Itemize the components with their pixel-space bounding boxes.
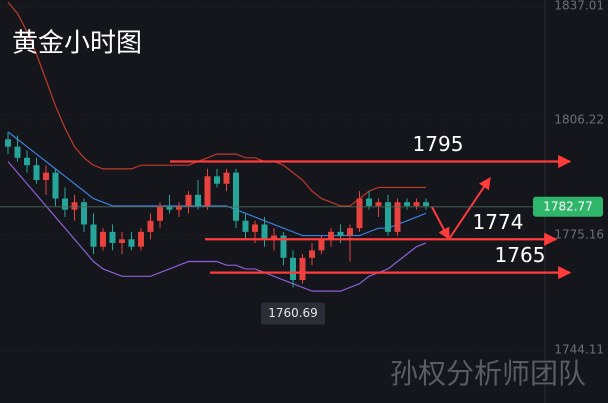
candle-body [347,228,353,236]
candle-body [62,198,68,210]
last-price-label: 1782.77 [543,199,593,213]
band-line [7,161,427,292]
candle-body [271,235,277,240]
candle-body [337,231,344,236]
level-label: 1774 [473,210,524,234]
low-label-box [261,302,325,325]
candle-body [214,176,220,184]
candle-body [223,172,230,184]
candle-body [328,231,334,240]
candle-body [128,239,135,247]
candle-body [385,202,391,232]
candle-body [413,202,420,206]
candle-body [318,239,325,251]
candle-body [404,202,410,206]
candle-body [290,257,296,281]
candle-body [119,239,125,243]
candle-body [138,231,144,247]
candle-body [166,205,173,210]
low-label: 1760.69 [268,306,318,320]
band-line [7,131,427,237]
y-tick-label: 1744.11 [554,342,604,356]
level-label: 1765 [495,243,546,267]
candle-body [14,146,21,158]
candle-body [204,176,211,206]
candle-body [71,202,78,210]
candle-body [52,172,59,199]
candle-body [24,157,30,166]
candle-body [261,224,268,240]
candle-body [81,202,87,225]
candle-body [252,224,258,232]
plot [0,1,545,351]
y-tick-label: 1806.22 [554,112,604,126]
candle-body [90,224,97,247]
candle-body [100,231,106,247]
y-tick-label: 1775.16 [554,227,604,241]
candle-body [33,165,40,181]
candle-body [423,202,429,206]
candle-body [233,172,239,221]
arrow-down [431,206,450,241]
chart-title: 黄金小时图 [12,29,142,59]
candle-body [366,198,372,206]
candle-body [280,235,287,258]
candle-body [109,231,116,243]
candle-body [157,205,163,221]
candle-body [375,202,382,206]
candle-body [242,220,249,232]
arrow-up [448,177,491,240]
candle-body [185,194,192,206]
candle-body [147,220,154,232]
level-label: 1795 [413,132,464,156]
candle-body [195,194,201,206]
candle-body [309,250,315,258]
candle-body [5,139,11,147]
candle-body [394,202,401,232]
candle-body [43,172,49,181]
watermark: 孙权分析师团队 [390,357,586,390]
candle-body [176,205,182,210]
band-line [7,1,426,207]
y-tick-label: 1837.01 [554,0,604,12]
candle-body [356,198,363,229]
candle-body [299,257,306,281]
last-price-box [533,196,603,217]
